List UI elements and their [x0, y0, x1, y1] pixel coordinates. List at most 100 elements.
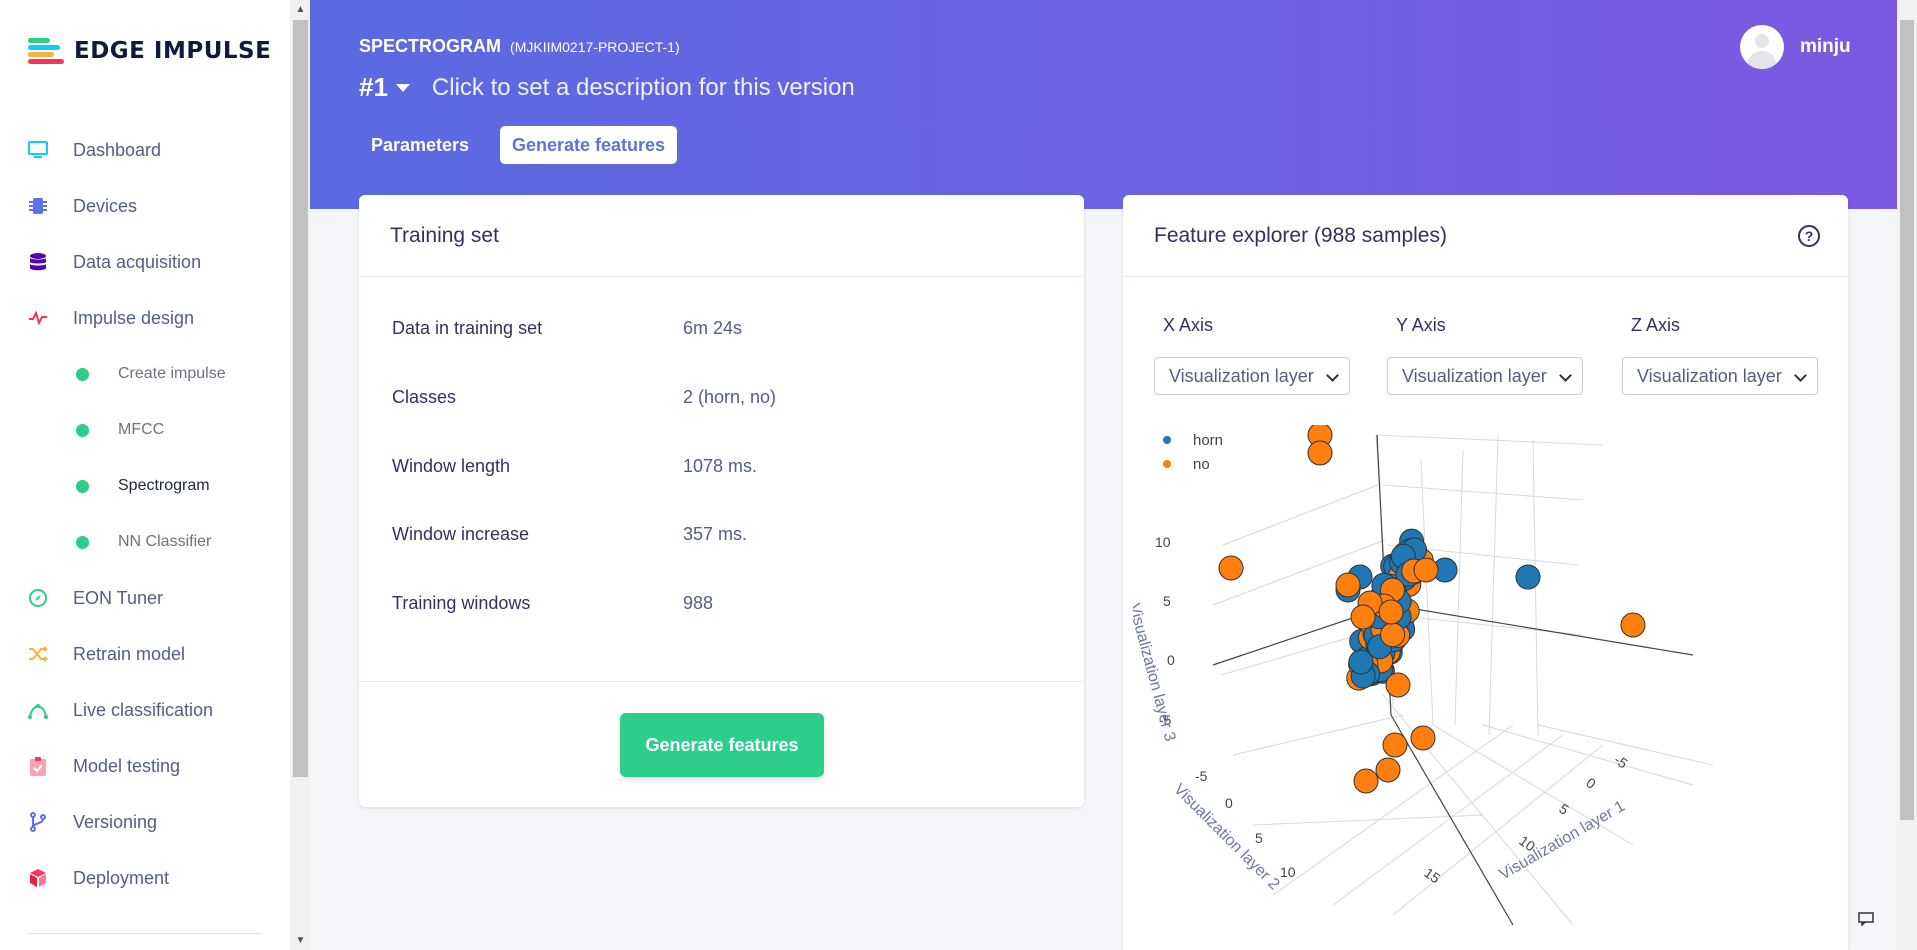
sidebar-item-label: Dashboard	[73, 139, 162, 160]
kv-key: Classes	[392, 387, 457, 407]
page-title-text: SPECTROGRAM	[359, 36, 502, 56]
compass-icon	[27, 587, 49, 609]
sidebar-item-nn-classifier[interactable]: NN Classifier	[0, 522, 290, 562]
x-axis-select[interactable]: Visualization layer	[1154, 357, 1350, 395]
help-icon[interactable]: ?	[1798, 225, 1820, 247]
tab-parameters[interactable]: Parameters	[371, 135, 470, 155]
training-set-card: Training set Data in training set 6m 24s…	[359, 195, 1084, 807]
monitor-icon	[27, 139, 49, 161]
kv-value: 2 (horn, no)	[683, 387, 777, 407]
y-tick: -5	[1195, 768, 1208, 784]
sidebar-item-label: Deployment	[73, 867, 170, 888]
sidebar-scrollbar-thumb[interactable]	[293, 20, 308, 777]
x-axis-label: X Axis	[1163, 315, 1214, 335]
kv-value: 988	[683, 593, 714, 613]
plot-axes	[1212, 434, 1694, 926]
sidebar-item-deployment[interactable]: Deployment	[0, 858, 290, 898]
scroll-up-arrow-icon[interactable]: ▲	[295, 4, 306, 15]
curve-icon	[27, 699, 49, 721]
scatter-point	[1385, 672, 1411, 698]
sidebar-item-live-classification[interactable]: Live classification	[0, 690, 290, 730]
generate-features-button[interactable]: Generate features	[620, 713, 824, 777]
legend-label-no[interactable]: no	[1193, 456, 1210, 473]
z-axis-label: Z Axis	[1631, 315, 1681, 335]
chart-legend[interactable]: horn no	[1163, 432, 1223, 473]
kv-value: 1078 ms.	[683, 456, 758, 476]
sidebar-item-dashboard[interactable]: Dashboard	[0, 130, 290, 170]
z-tick: 5	[1163, 593, 1171, 609]
sidebar-item-devices[interactable]: Devices	[0, 186, 290, 226]
sidebar-item-versioning[interactable]: Versioning	[0, 802, 290, 842]
z-axis-title: Visualization layer 3	[1133, 602, 1178, 744]
status-dot-icon	[76, 535, 89, 549]
sidebar-item-spectrogram[interactable]: Spectrogram	[0, 466, 290, 506]
sidebar-item-label: EON Tuner	[73, 587, 164, 608]
scatter-points	[1218, 425, 1646, 794]
brand-logo[interactable]: EDGE IMPULSE	[28, 37, 271, 65]
kv-value: 6m 24s	[683, 318, 743, 338]
legend-marker-no	[1163, 460, 1171, 468]
sidebar-divider	[27, 933, 262, 934]
z-tick: -5	[1159, 712, 1172, 728]
sidebar-item-label: Live classification	[73, 699, 214, 720]
kv-key: Window length	[392, 456, 511, 476]
scatter-point	[1410, 725, 1436, 751]
cube-icon	[27, 867, 49, 889]
sidebar-item-label: Devices	[73, 195, 138, 216]
scatter-point	[1382, 732, 1408, 758]
version-description[interactable]: Click to set a description for this vers…	[431, 73, 855, 101]
tick-labels: 10 5 0 -5 -5 0 5 10 -5 0 5 10 15	[1155, 534, 1631, 887]
avatar[interactable]	[1740, 25, 1784, 69]
scatter-point	[1307, 440, 1333, 466]
git-branch-icon	[27, 811, 49, 833]
username[interactable]: minju	[1800, 36, 1851, 57]
sidebar-item-eon-tuner[interactable]: EON Tuner	[0, 578, 290, 618]
y-tick: 10	[1280, 864, 1296, 880]
user-menu[interactable]: minju	[1740, 25, 1851, 69]
sidebar-item-label: Retrain model	[73, 643, 186, 664]
x-tick: -5	[1611, 751, 1631, 771]
sidebar-item-create-impulse[interactable]: Create impulse	[0, 354, 290, 394]
sidebar-item-label: Spectrogram	[118, 477, 210, 494]
y-axis-select[interactable]: Visualization layer	[1387, 357, 1583, 395]
project-name: (MJKIIM0217-PROJECT-1)	[510, 39, 680, 55]
clipboard-check-icon	[27, 755, 49, 777]
shuffle-icon	[27, 643, 49, 665]
sidebar-item-model-testing[interactable]: Model testing	[0, 746, 290, 786]
sidebar-item-label: NN Classifier	[118, 533, 212, 550]
z-tick: 0	[1167, 652, 1175, 668]
y-axis-label: Y Axis	[1396, 315, 1446, 335]
legend-label-horn[interactable]: horn	[1193, 432, 1223, 449]
tab-generate-features[interactable]: Generate features	[500, 126, 678, 164]
scatter-point	[1350, 604, 1376, 630]
divider	[359, 681, 1084, 682]
kv-value: 357 ms.	[683, 524, 748, 544]
version-number[interactable]: #1	[359, 72, 388, 102]
sidebar-item-label: Model testing	[73, 755, 181, 776]
sidebar-item-label: Data acquisition	[73, 251, 202, 272]
database-icon	[27, 251, 49, 273]
page-scrollbar-thumb[interactable]	[1900, 20, 1914, 820]
feature-scatter-plot[interactable]: 10 5 0 -5 -5 0 5 10 -5 0 5 10 15 Visuali…	[1133, 425, 1833, 945]
z-axis-select[interactable]: Visualization layer	[1622, 357, 1818, 395]
status-dot-icon	[76, 479, 89, 493]
x-tick: 15	[1421, 864, 1443, 886]
x-tick: 0	[1583, 774, 1599, 792]
kv-key: Training windows	[392, 593, 531, 613]
sidebar-item-mfcc[interactable]: MFCC	[0, 410, 290, 450]
caret-down-icon[interactable]	[395, 83, 410, 92]
y-tick: 0	[1225, 795, 1233, 811]
sidebar-item-retrain-model[interactable]: Retrain model	[0, 634, 290, 674]
kv-key: Window increase	[392, 524, 530, 544]
sidebar-item-label: MFCC	[118, 421, 165, 438]
feedback-icon[interactable]	[1858, 912, 1874, 926]
sidebar-item-data-acquisition[interactable]: Data acquisition	[0, 242, 290, 282]
status-dot-icon	[76, 367, 89, 381]
scroll-down-arrow-icon[interactable]: ▼	[295, 935, 306, 946]
sidebar-item-label: Impulse design	[73, 307, 195, 328]
version-selector[interactable]: #1 Click to set a description for this v…	[359, 72, 855, 103]
card-title: Feature explorer (988 samples)	[1123, 195, 1848, 277]
sidebar-item-impulse-design[interactable]: Impulse design	[0, 298, 290, 338]
scatter-point	[1378, 599, 1404, 625]
feature-explorer-card: Feature explorer (988 samples) ? X Axis …	[1123, 195, 1848, 950]
